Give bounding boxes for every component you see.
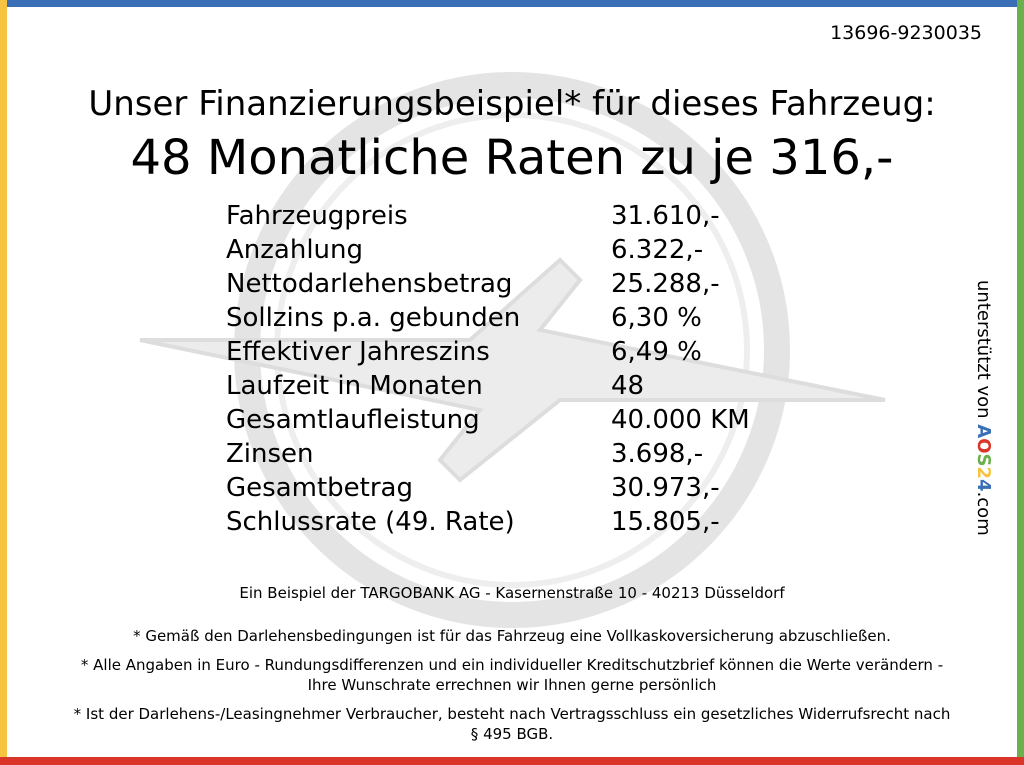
table-row: Laufzeit in Monaten 48 <box>226 369 644 403</box>
row-value: 6,49 % <box>611 337 702 367</box>
row-label: Fahrzeugpreis <box>226 201 408 231</box>
row-label: Anzahlung <box>226 235 364 265</box>
reference-number: 13696-9230035 <box>830 22 982 44</box>
row-value: 6,30 % <box>611 303 702 333</box>
row-value: 48 <box>611 371 645 401</box>
watermark-logo <box>139 72 886 628</box>
footnote: * Alle Angaben in Euro - Rundungsdiffere… <box>80 656 944 694</box>
finance-table: Fahrzeugpreis 31.610,- Anzahlung 6.322,- Net… <box>226 199 750 539</box>
table-row: Fahrzeugpreis 31.610,- <box>226 199 720 233</box>
brand-letter: O <box>973 438 994 454</box>
brand: AOS24 <box>973 424 994 491</box>
sidebar-suffix: .com <box>973 491 994 536</box>
right-border <box>1017 0 1024 765</box>
sidebar-prefix: unterstützt von <box>973 280 994 425</box>
brand-letter: A <box>973 424 994 439</box>
table-row: Gesamtlaufleistung 40.000 KM <box>226 403 750 437</box>
row-value: 6.322,- <box>611 235 704 265</box>
table-row: Nettodarlehensbetrag 25.288,- <box>226 267 720 301</box>
row-value: 3.698,- <box>611 439 704 469</box>
bottom-border <box>0 757 1024 765</box>
table-row: Zinsen 3.698,- <box>226 437 703 471</box>
table-row: Schlussrate (49. Rate) 15.805,- <box>226 505 720 539</box>
brand-letter: 2 <box>973 466 994 480</box>
row-label: Effektiver Jahreszins <box>226 337 490 367</box>
row-label: Zinsen <box>226 439 314 469</box>
row-value: 15.805,- <box>611 507 720 537</box>
row-label: Sollzins p.a. gebunden <box>226 303 521 333</box>
footnotes: * Gemäß den Darlehensbedingungen ist für… <box>72 626 952 753</box>
row-label: Nettodarlehensbetrag <box>226 269 513 299</box>
brand-letter: S <box>973 453 994 467</box>
top-border <box>0 0 1024 7</box>
table-row: Gesamtbetrag 30.973,- <box>226 471 720 505</box>
row-value: 25.288,- <box>611 269 720 299</box>
row-label: Laufzeit in Monaten <box>226 371 483 401</box>
left-border <box>0 0 7 765</box>
footnote: * Gemäß den Darlehensbedingungen ist für… <box>133 627 891 645</box>
bank-note: Ein Beispiel der TARGOBANK AG - Kasernen… <box>239 584 785 602</box>
brand-letter: 4 <box>973 479 994 492</box>
row-label: Schlussrate (49. Rate) <box>226 507 515 537</box>
row-value: 30.973,- <box>611 473 720 503</box>
row-label: Gesamtbetrag <box>226 473 413 503</box>
footnote: * Ist der Darlehens-/Leasingnehmer Verbr… <box>73 705 951 743</box>
row-label: Gesamtlaufleistung <box>226 405 480 435</box>
row-value: 31.610,- <box>611 201 720 231</box>
table-row: Anzahlung 6.322,- <box>226 233 703 267</box>
table-row: Sollzins p.a. gebunden 6,30 % <box>226 301 702 335</box>
headline: Unser Finanzierungsbeispiel* für dieses … <box>88 84 936 124</box>
sidebar: unterstützt von AOS24.com <box>973 280 994 536</box>
table-row: Effektiver Jahreszins 6,49 % <box>226 335 702 369</box>
row-value: 40.000 KM <box>611 405 750 435</box>
rate-line: 48 Monatliche Raten zu je 316,- <box>130 130 894 186</box>
